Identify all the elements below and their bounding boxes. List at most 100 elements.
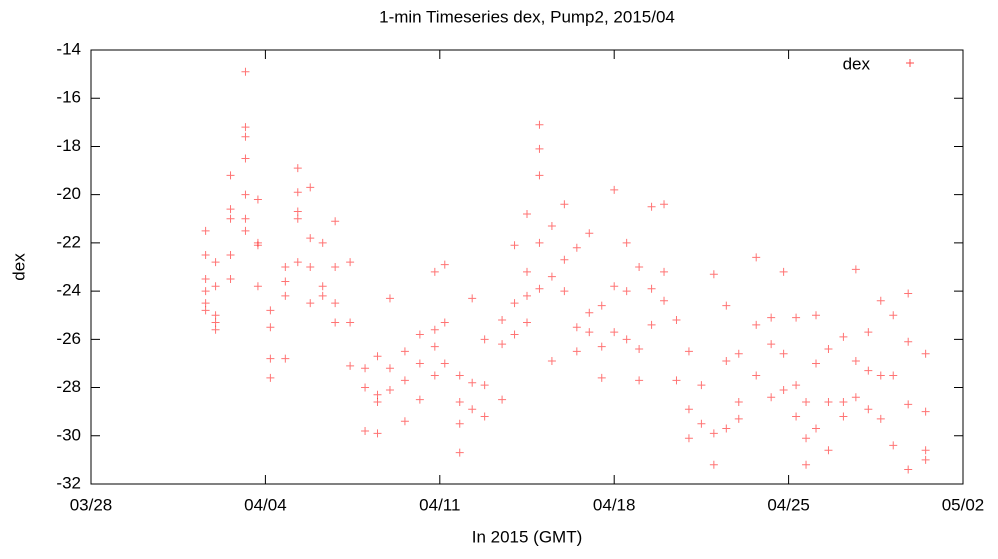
point [812,359,821,368]
point [585,229,594,238]
point [767,313,776,322]
point [266,323,275,332]
legend-marker [906,59,914,67]
point [510,241,519,250]
point [572,323,581,332]
point [904,337,913,346]
point [373,429,382,438]
point [560,287,569,296]
point [430,325,439,334]
point [318,291,327,300]
point [498,340,507,349]
point [331,217,340,226]
point [281,263,290,271]
point [226,250,235,259]
point [812,311,821,320]
point [767,340,776,349]
y-tick-label: -24 [56,281,81,300]
point [802,460,811,469]
point [635,376,644,385]
point [415,395,424,404]
point [560,200,569,209]
point [824,398,833,407]
point [455,371,464,380]
point [672,376,681,385]
point [361,426,370,435]
point [734,398,743,407]
point [211,282,220,291]
point [201,250,210,259]
legend-label: dex [843,54,871,73]
point [318,282,327,291]
point [480,381,489,390]
point [660,267,669,276]
point [373,398,382,407]
x-tick-label: 04/18 [593,495,636,514]
point [610,328,619,337]
chart-title: 1-min Timeseries dex, Pump2, 2015/04 [379,7,675,26]
point [904,289,913,298]
point [266,373,275,382]
point [226,214,235,223]
point [547,272,556,281]
point [440,359,449,368]
x-tick-label: 04/11 [419,495,460,514]
point [430,267,439,276]
point [839,332,848,341]
point [547,222,556,231]
point [361,364,370,373]
point [281,277,290,286]
point [792,313,801,322]
x-tick-label: 05/02 [942,495,985,514]
point [201,226,210,235]
point [635,263,644,271]
point [523,267,531,276]
point [734,414,743,423]
point [752,371,761,380]
point [647,320,656,329]
point [331,299,340,308]
y-tick-label: -16 [56,88,81,107]
point [440,318,449,327]
y-tick-label: -26 [56,329,81,348]
point [306,234,315,243]
point [468,294,477,303]
point [876,414,885,423]
point [802,398,811,407]
point [266,354,275,363]
point [201,275,210,284]
point [684,347,693,356]
y-tick-label: -22 [56,232,81,251]
point [851,357,860,366]
point [660,200,669,209]
point [864,328,873,337]
point [839,412,848,421]
point [510,330,519,339]
point [660,296,669,305]
point [281,291,290,300]
point [535,120,544,129]
point [331,318,340,327]
y-tick-label: -14 [56,39,81,58]
y-tick-label: -18 [56,136,81,155]
point [331,263,340,271]
point [535,144,544,153]
point [779,349,788,358]
point [468,378,477,387]
point [722,357,731,366]
point [226,205,235,214]
point [889,311,898,320]
point [241,226,250,235]
point [241,67,250,76]
point [293,188,302,197]
point [697,419,706,428]
point [211,318,220,327]
point [585,328,594,337]
point [226,275,235,284]
point [480,335,489,344]
point [792,412,801,421]
x-tick-label: 04/04 [244,495,287,514]
point [876,296,885,305]
point [610,185,619,194]
point [226,171,235,180]
